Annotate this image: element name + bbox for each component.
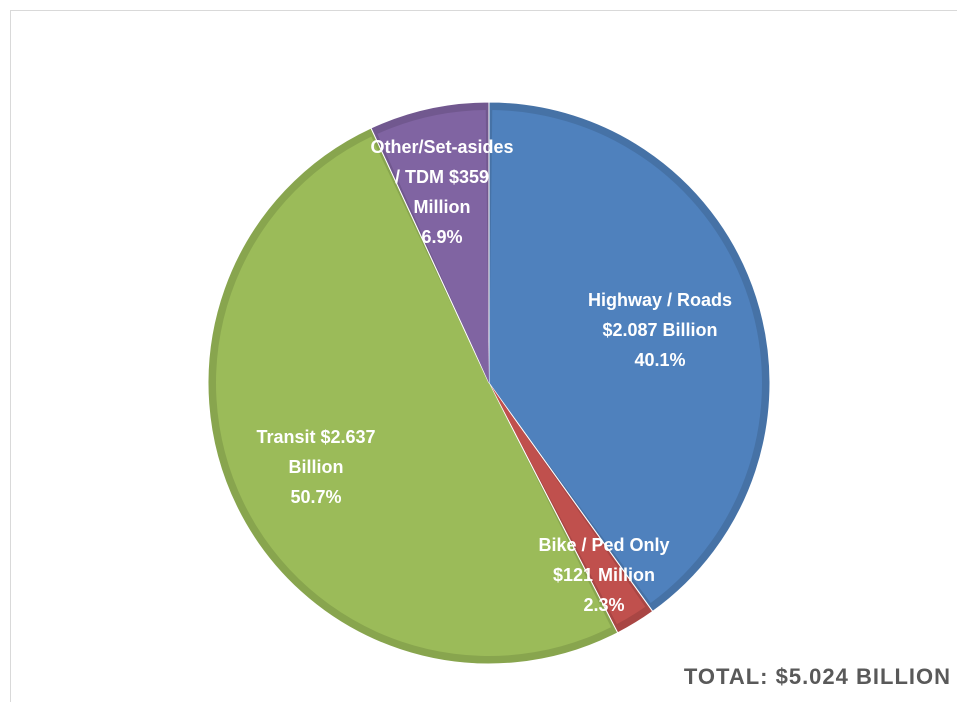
pie-slice-fill-other-set-asides-tdm [377, 110, 489, 383]
slice-label-line: 50.7% [290, 487, 341, 507]
pie-slices [207, 101, 771, 665]
chart-frame-top [10, 10, 957, 11]
slice-label-line: Bike / Ped Only [538, 535, 669, 555]
slice-label-line: $121 Million [553, 565, 655, 585]
slice-label-line: Highway / Roads [588, 290, 732, 310]
slice-label-transit: Transit $2.637 Billion 50.7% [256, 427, 375, 507]
slice-label-line: Billion [289, 457, 344, 477]
slice-label-line: 2.3% [583, 595, 624, 615]
pie-slice-fill-highway-roads [489, 110, 762, 603]
chart-frame-left [10, 10, 11, 702]
pie-slice-fill-bike-ped-only [489, 383, 646, 625]
slice-label-line: $2.087 Billion [602, 320, 717, 340]
slice-label-line: Other/Set-asides [370, 137, 513, 157]
slice-label-line: Transit $2.637 [256, 427, 375, 447]
slice-label-line: 6.9% [421, 227, 462, 247]
slice-label-line: Million [414, 197, 471, 217]
pie-slice-fill-transit [215, 136, 612, 657]
slice-label-line: 40.1% [634, 350, 685, 370]
slice-label-highway-roads: Highway / Roads $2.087 Billion 40.1% [588, 290, 732, 370]
slice-label-bike-ped-only: Bike / Ped Only $121 Million 2.3% [538, 535, 669, 615]
total-label: TOTAL: $5.024 BILLION [683, 664, 951, 689]
slice-label-line: / TDM $359 [395, 167, 489, 187]
pie-labels: Highway / Roads $2.087 Billion 40.1% Bike /… [256, 137, 732, 615]
slice-label-other-set-asides-tdm: Other/Set-asides / TDM $359 Million 6.9% [370, 137, 513, 247]
